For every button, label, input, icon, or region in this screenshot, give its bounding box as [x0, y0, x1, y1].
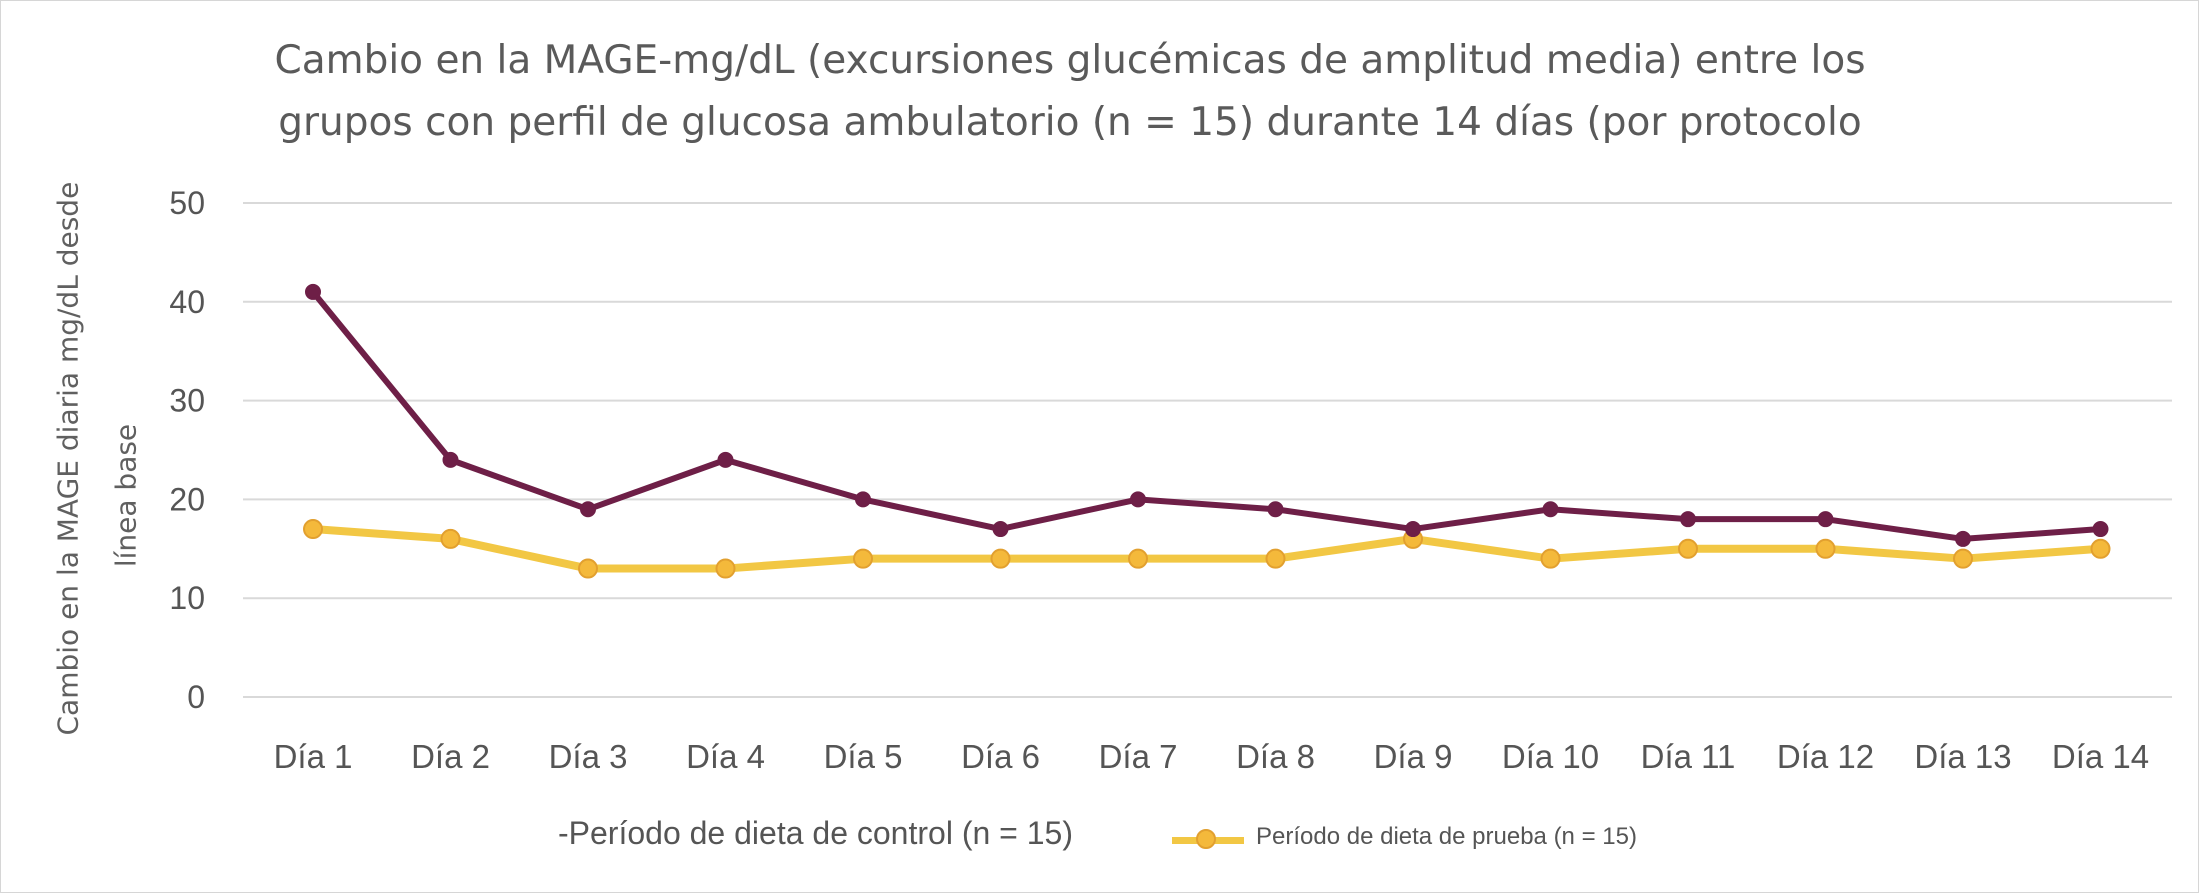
x-tick-14: Día 14 [2052, 738, 2149, 775]
chart-title-line-1: Cambio en la MAGE-mg/dL (excursiones glu… [274, 38, 1866, 83]
point-test-dia-3 [578, 558, 598, 579]
x-tick-7: Día 7 [1099, 738, 1178, 775]
point-control-dia-8 [1267, 501, 1284, 518]
point-control-dia-9 [1405, 521, 1421, 538]
point-control-dia-12 [1817, 511, 1834, 528]
point-control-dia-10 [1542, 501, 1559, 518]
x-tick-1: Día 1 [274, 738, 353, 775]
x-tick-9: Día 9 [1374, 738, 1453, 775]
point-control-dia-13 [1955, 530, 1971, 547]
y-tick-20: 20 [169, 481, 205, 517]
x-tick-3: Día 3 [549, 738, 628, 775]
x-tick-8: Día 8 [1236, 738, 1315, 775]
legend-swatch-test-marker [1196, 829, 1216, 849]
point-test-dia-4 [715, 558, 736, 579]
point-test-dia-6 [990, 548, 1011, 569]
legend: -Período de dieta de control (n = 15) Pe… [0, 815, 2199, 865]
point-control-dia-4 [717, 451, 734, 468]
point-control-dia-14 [2092, 521, 2109, 538]
x-tick-13: Día 13 [1914, 738, 2011, 775]
point-test-dia-13 [1953, 548, 1973, 569]
point-test-dia-10 [1540, 548, 1561, 569]
x-tick-2: Día 2 [411, 738, 490, 775]
x-tick-6: Día 6 [961, 738, 1040, 775]
chart-title: Cambio en la MAGE-mg/dL (excursiones glu… [200, 30, 1940, 154]
point-control-dia-5 [855, 491, 871, 508]
y-tick-0: 0 [187, 679, 205, 715]
x-tick-10: Día 10 [1502, 738, 1599, 775]
point-test-dia-5 [853, 548, 873, 569]
point-test-dia-2 [440, 528, 461, 549]
point-control-dia-6 [992, 521, 1009, 538]
y-tick-10: 10 [169, 580, 205, 616]
legend-item-test: Período de dieta de prueba (n = 15) [1256, 823, 1637, 850]
series-line-test [309, 525, 2105, 573]
point-test-dia-8 [1265, 548, 1286, 569]
series-line-control [310, 288, 2104, 542]
point-control-dia-1 [305, 283, 321, 300]
point-test-dia-11 [1678, 538, 1698, 559]
point-control-dia-7 [1130, 491, 1146, 508]
chart-title-line-2: grupos con perfil de glucosa ambulatorio… [278, 100, 1862, 145]
point-control-dia-2 [442, 451, 459, 468]
x-tick-4: Día 4 [686, 738, 765, 775]
legend-item-control: -Período de dieta de control (n = 15) [558, 815, 1073, 851]
point-control-dia-11 [1680, 511, 1696, 528]
point-control-dia-3 [580, 501, 596, 518]
point-test-dia-14 [2090, 538, 2111, 559]
x-tick-11: Día 11 [1641, 738, 1736, 775]
y-tick-40: 40 [169, 284, 205, 320]
point-test-dia-7 [1128, 548, 1148, 569]
x-tick-5: Día 5 [824, 738, 903, 775]
y-tick-30: 30 [169, 383, 205, 419]
y-tick-50: 50 [169, 185, 205, 221]
point-test-dia-12 [1815, 538, 1836, 559]
point-test-dia-1 [303, 519, 323, 540]
x-tick-12: Día 12 [1777, 738, 1874, 775]
